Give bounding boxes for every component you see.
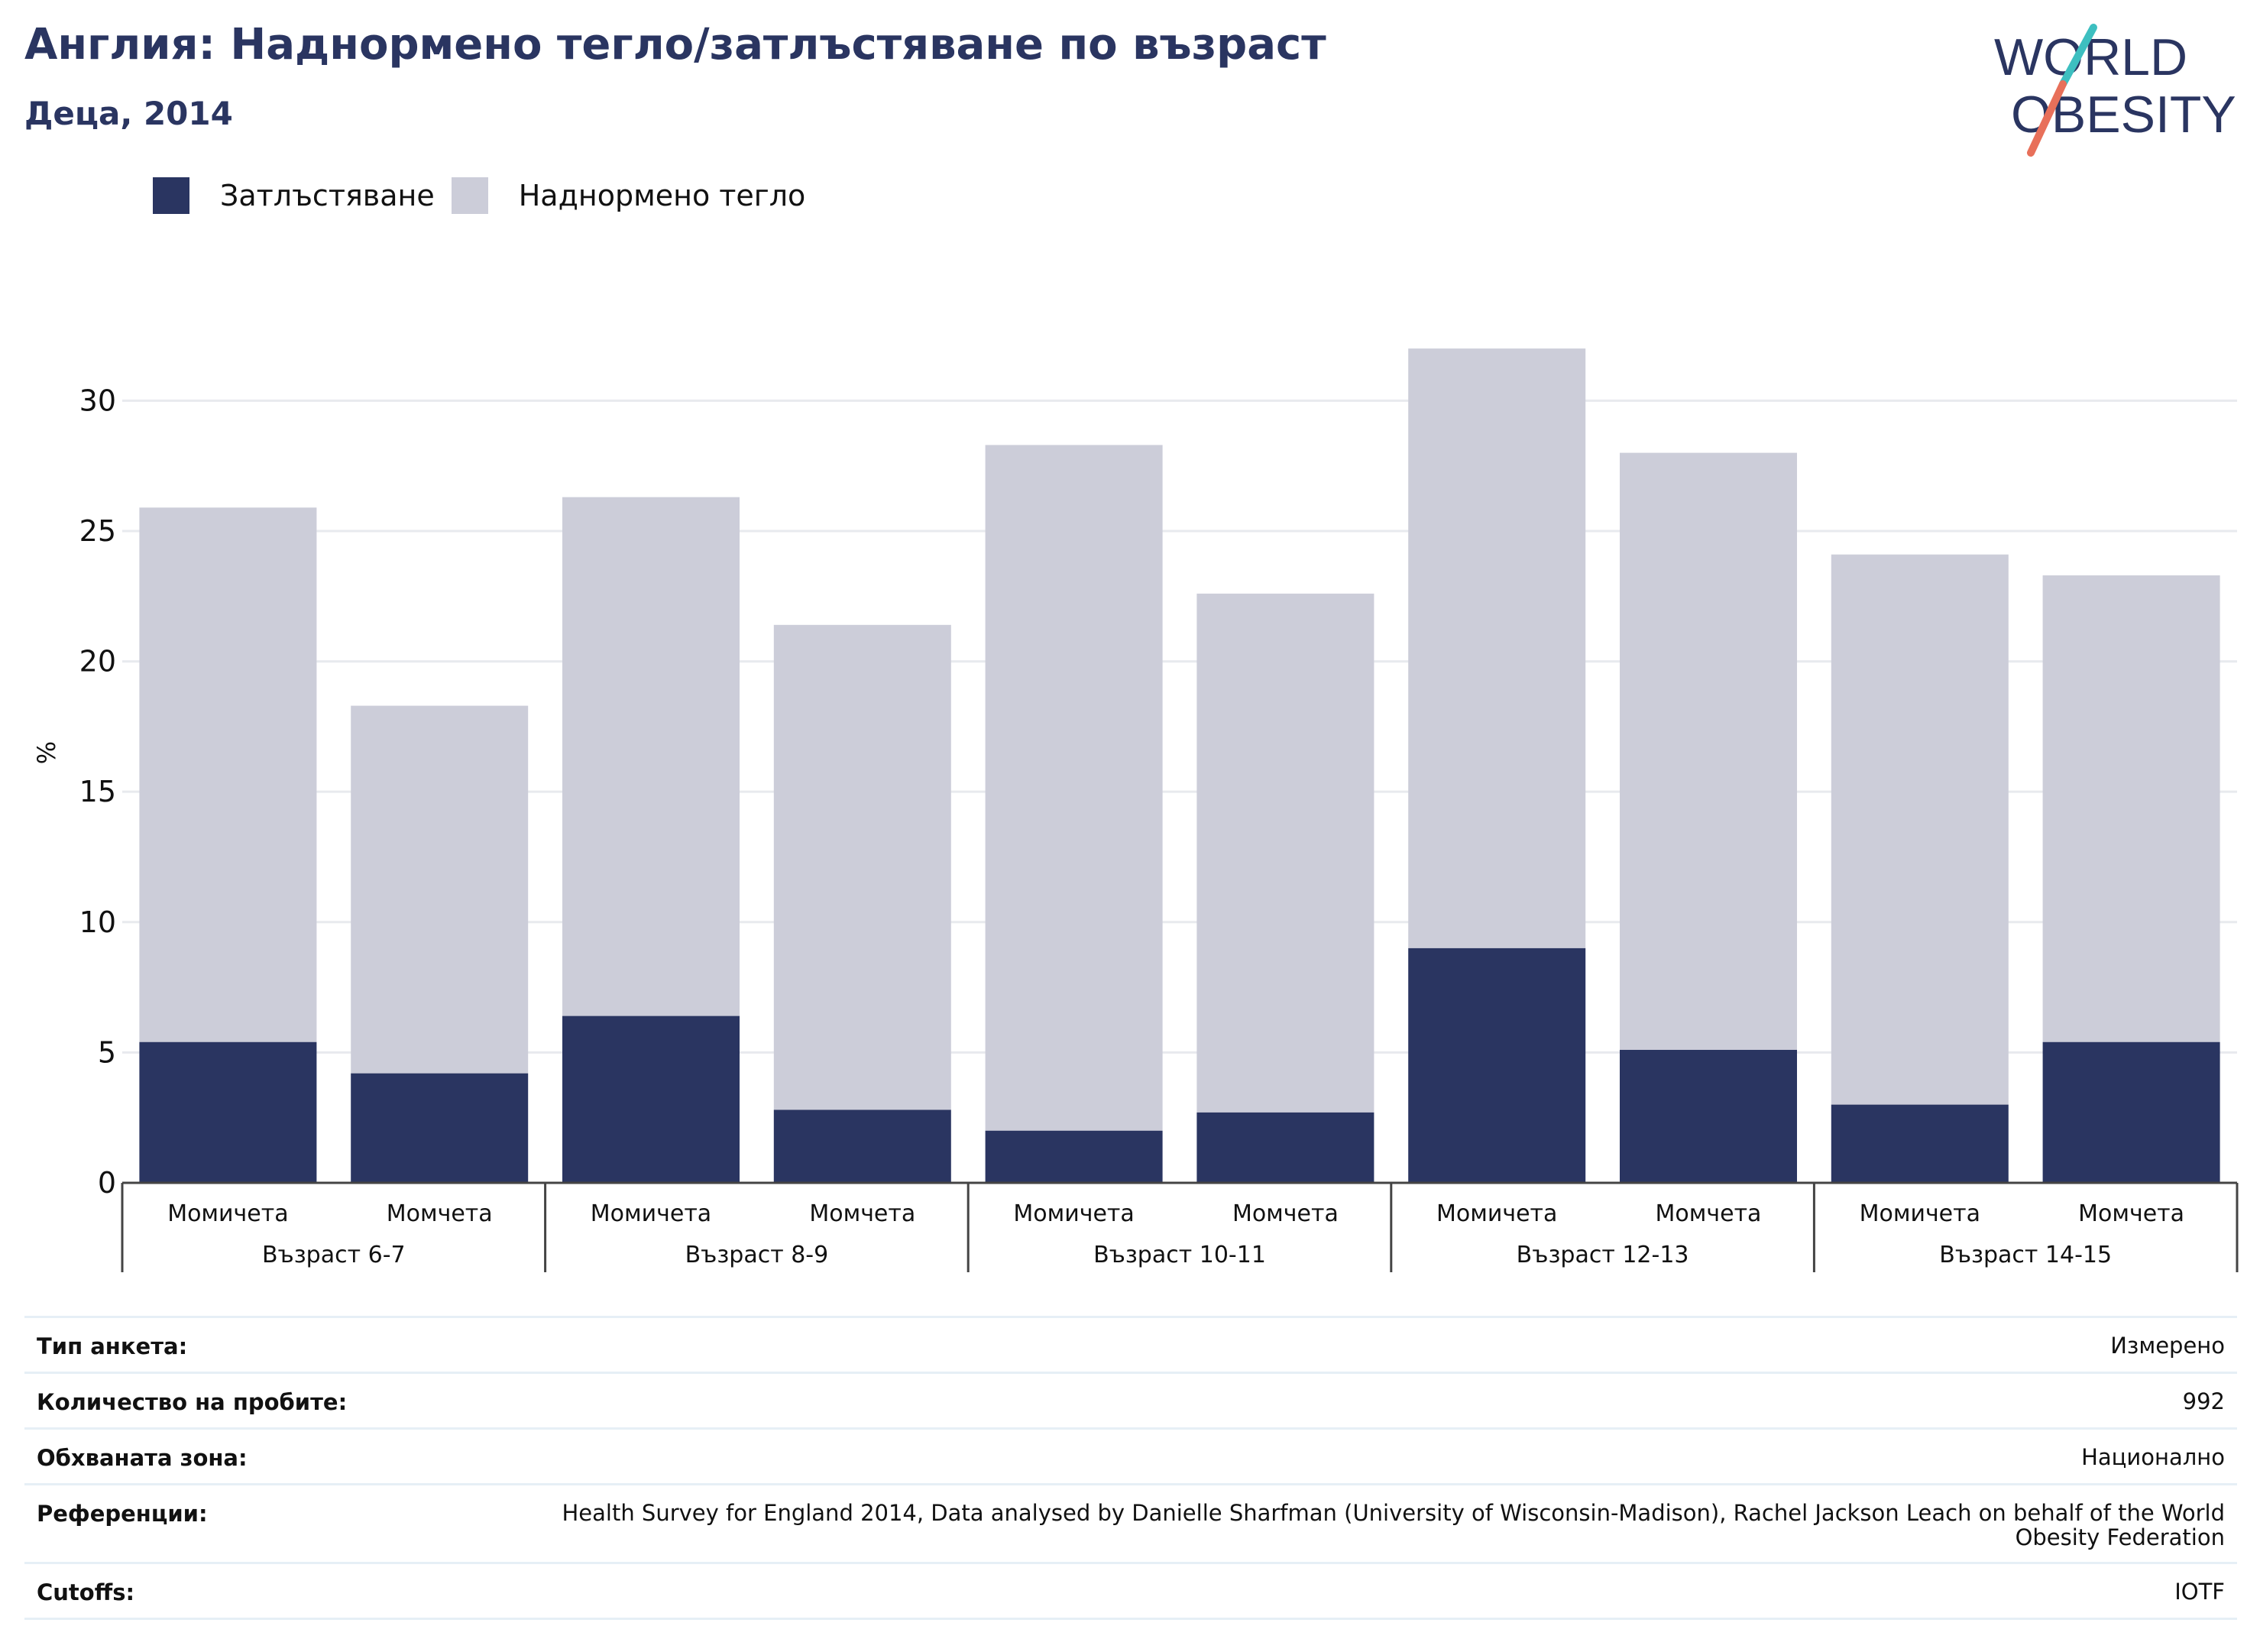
y-tick-label: 15 <box>79 775 116 808</box>
info-label: Обхваната зона: <box>37 1445 248 1471</box>
page-subtitle: Деца, 2014 <box>24 95 233 132</box>
info-value: 992 <box>2182 1388 2225 1414</box>
x-tick-label: Момчета <box>1232 1200 1339 1227</box>
group-label: Възраст 10-11 <box>1093 1242 1266 1268</box>
bar-obesity <box>139 1041 317 1183</box>
bar-overweight <box>773 624 951 1110</box>
info-value: Национално <box>2081 1444 2225 1470</box>
info-row-area: Обхваната зона: Национално <box>24 1427 2237 1483</box>
x-tick-label: Момчета <box>387 1200 493 1227</box>
info-row-cutoffs: Cutoffs: IOTF <box>24 1562 2237 1620</box>
group-label: Възраст 12-13 <box>1517 1242 1689 1268</box>
info-row-sample-size: Количество на пробите: 992 <box>24 1372 2237 1427</box>
legend-swatch-obesity <box>153 177 189 214</box>
stacked-bar-chart: 0 5 10 15 20 25 30% Момичета Момчета Възраст 6-7 М… <box>32 348 2239 1272</box>
bar-overweight <box>1408 348 1586 948</box>
y-tick-label: 30 <box>79 384 116 417</box>
info-label: Количество на пробите: <box>37 1389 348 1415</box>
legend-label-obesity: Затлъстяване <box>220 179 435 212</box>
bar-obesity <box>1408 947 1586 1183</box>
y-tick-label: 10 <box>79 905 116 939</box>
x-tick-label: Момичета <box>1860 1200 1980 1227</box>
bar-obesity <box>2042 1041 2220 1183</box>
bar-overweight <box>2042 575 2220 1042</box>
x-tick-label: Момичета <box>167 1200 288 1227</box>
info-label: Cutoffs: <box>37 1579 135 1605</box>
logo-slash-teal <box>2059 24 2097 88</box>
bar-obesity <box>1620 1049 1797 1183</box>
x-tick-label: Момчета <box>2078 1200 2184 1227</box>
info-value: IOTF <box>2174 1579 2225 1605</box>
logo-slash-coral <box>2027 80 2067 157</box>
x-tick-label: Момичета <box>1436 1200 1557 1227</box>
x-tick-label: Момчета <box>1656 1200 1762 1227</box>
x-tick-label: Момичета <box>1013 1200 1134 1227</box>
y-tick-label: 20 <box>79 645 116 679</box>
bar-obesity <box>351 1073 529 1183</box>
x-tick-label: Момчета <box>809 1200 915 1227</box>
bar-obesity <box>773 1109 951 1183</box>
y-axis-label: % <box>32 741 61 764</box>
chart-legend: Затлъстяване Наднормено тегло <box>153 176 822 215</box>
page-title: Англия: Наднормено тегло/затлъстяване по… <box>24 20 1326 70</box>
bar-obesity <box>1831 1104 2009 1183</box>
bar-overweight <box>1196 593 1374 1113</box>
bar-overweight <box>985 445 1163 1131</box>
info-row-survey-type: Тип анкета: Измерено <box>24 1316 2237 1372</box>
bar-overweight <box>1620 452 1797 1050</box>
bar-obesity <box>1196 1112 1374 1183</box>
info-table: Тип анкета: Измерено Количество на проби… <box>24 1316 2237 1620</box>
bar-obesity <box>985 1130 1163 1183</box>
x-tick-label: Момичета <box>591 1200 711 1227</box>
world-obesity-logo: WORLD OBESITY <box>1994 24 2236 157</box>
group-label: Възраст 8-9 <box>685 1242 829 1268</box>
info-row-references: Референции: Health Survey for England 20… <box>24 1483 2237 1562</box>
info-value: Измерено <box>2110 1333 2225 1359</box>
y-tick-label: 0 <box>98 1166 116 1200</box>
info-label: Тип анкета: <box>37 1333 188 1359</box>
bar-obesity <box>562 1015 740 1183</box>
legend-item-overweight[interactable]: Наднормено тегло <box>451 177 806 214</box>
legend-label-overweight: Наднормено тегло <box>518 179 806 212</box>
bar-overweight <box>139 507 317 1042</box>
y-tick-label: 25 <box>79 514 116 548</box>
group-label: Възраст 14-15 <box>1939 1242 2112 1268</box>
bar-overweight <box>1831 554 2009 1105</box>
group-label: Възраст 6-7 <box>262 1242 406 1268</box>
bar-overweight <box>351 705 529 1074</box>
y-tick-label: 5 <box>98 1035 116 1069</box>
legend-swatch-overweight <box>451 177 488 214</box>
legend-item-obesity[interactable]: Затлъстяване <box>153 177 435 214</box>
info-value: Health Survey for England 2014, Data ana… <box>562 1500 2225 1550</box>
bar-overweight <box>562 497 740 1016</box>
info-label: Референции: <box>37 1501 208 1527</box>
